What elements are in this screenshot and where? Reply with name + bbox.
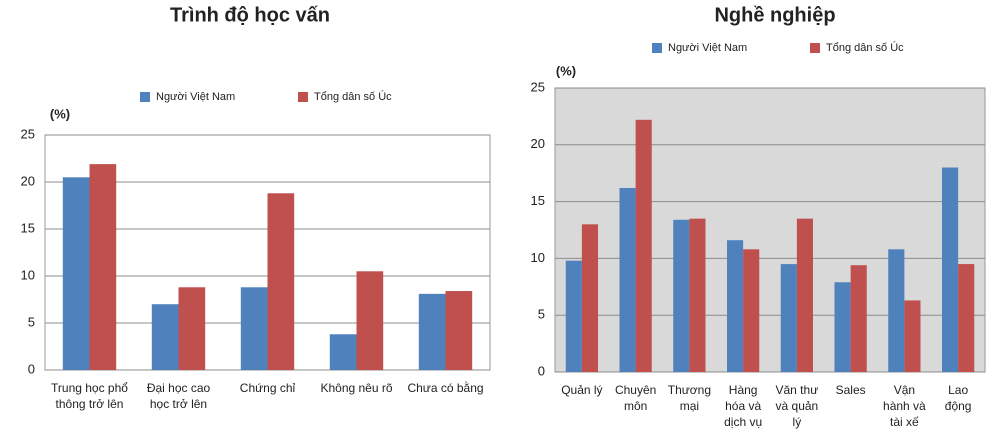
bar [581, 224, 598, 372]
bar [689, 218, 706, 372]
x-tick-label: Đại học cao học trở lên [146, 381, 211, 411]
y-tick-label: 5 [538, 307, 545, 322]
x-tick-label: Hàng hóa và dịch vụ [724, 383, 763, 429]
x-tick-label: Văn thư và quản lý [775, 383, 819, 429]
legend-label: Tổng dân số Úc [826, 41, 904, 54]
bar [62, 177, 90, 370]
bar [743, 249, 760, 372]
x-tick-label: Quản lý [561, 383, 603, 397]
bar [445, 291, 473, 370]
y-tick-label: 20 [531, 136, 545, 151]
bar [418, 293, 446, 370]
y-tick-label: 15 [21, 220, 35, 235]
bar [89, 164, 117, 370]
legend-swatch [298, 92, 308, 102]
y-tick-label: 5 [28, 314, 35, 329]
x-tick-label: Lao động [944, 383, 972, 413]
legend-label: Người Việt Nam [156, 91, 235, 103]
bar [796, 218, 813, 372]
y-tick-label: 0 [538, 363, 545, 378]
bar [619, 187, 636, 372]
bar [958, 264, 975, 372]
x-tick-label: Chuyên môn [614, 383, 657, 413]
bar [240, 287, 268, 370]
bar [635, 119, 652, 372]
y-tick-label: 25 [531, 79, 545, 94]
chart-title: Nghề nghiệp [714, 4, 835, 26]
y-tick-label: 15 [531, 193, 545, 208]
y-tick-label: 0 [28, 361, 35, 376]
x-tick-label: Vận hành và tài xế [883, 383, 926, 429]
legend-label: Tổng dân số Úc [314, 90, 392, 103]
bar [888, 249, 905, 372]
bar [673, 219, 690, 372]
x-tick-label: Thương mại [667, 383, 711, 413]
x-tick-label: Không nêu rõ [320, 381, 393, 395]
bar [267, 193, 295, 370]
legend-swatch [652, 43, 662, 53]
legend-swatch [810, 43, 820, 53]
bar [942, 167, 959, 372]
x-tick-label: Chứng chỉ [239, 381, 296, 395]
x-tick-label: Sales [835, 383, 866, 397]
bar [151, 304, 179, 370]
y-axis-label: (%) [556, 63, 576, 78]
y-tick-label: 25 [21, 126, 35, 141]
legend-swatch [140, 92, 150, 102]
y-tick-label: 10 [21, 267, 35, 282]
bar [727, 240, 744, 372]
bar [834, 282, 851, 372]
legend-label: Người Việt Nam [668, 42, 747, 54]
x-tick-label: Trung học phổ thông trở lên [51, 381, 128, 411]
y-axis-label: (%) [50, 106, 70, 121]
bar [904, 300, 921, 372]
bar [178, 287, 206, 370]
bar [780, 264, 797, 372]
bar [329, 334, 357, 370]
bar [850, 265, 867, 372]
y-tick-label: 10 [531, 250, 545, 265]
x-tick-label: Chưa có bằng [407, 381, 484, 395]
bar [565, 260, 582, 372]
chart-title: Trình độ học vấn [170, 4, 330, 26]
bar [356, 271, 384, 370]
y-tick-label: 20 [21, 173, 35, 188]
